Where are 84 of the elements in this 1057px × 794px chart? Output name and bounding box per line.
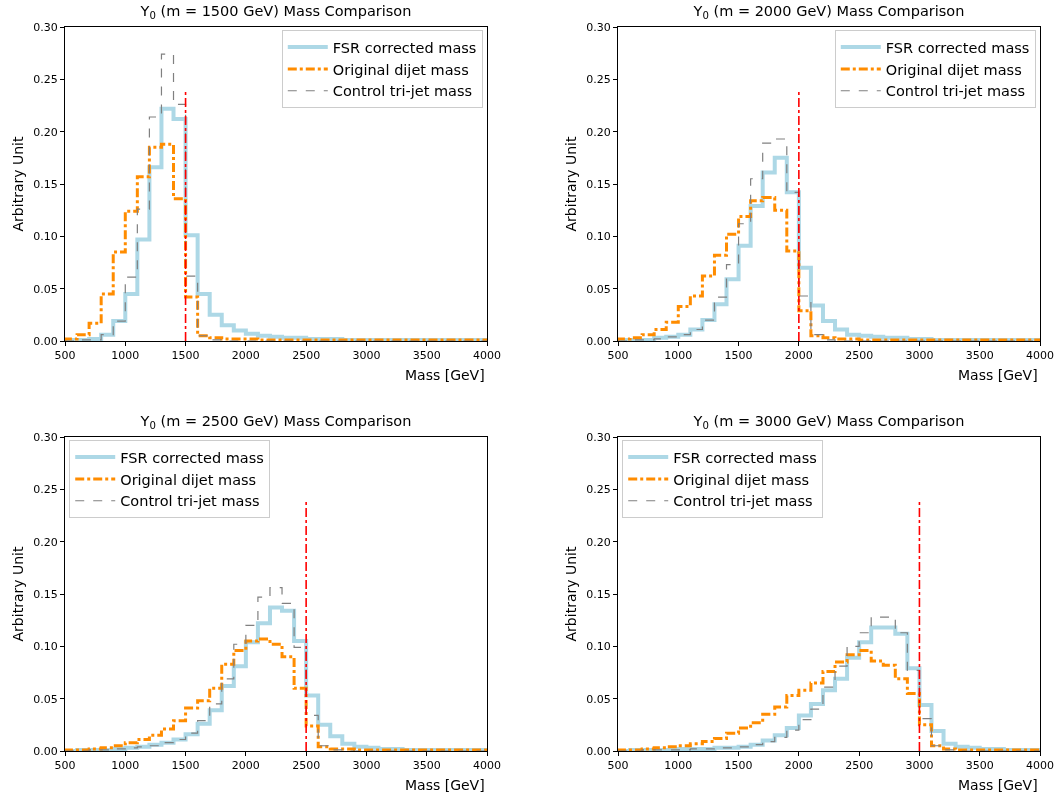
legend-label: FSR corrected mass [885, 39, 1030, 56]
y-tick-label: 0.20 [586, 535, 611, 549]
legend-label: FSR corrected mass [332, 39, 477, 56]
y-tick-label: 0.15 [586, 177, 611, 191]
x-tick-label: 1500 [171, 759, 200, 773]
x-tick-label: 4000 [1026, 349, 1054, 363]
x-tick-label: 3000 [905, 349, 934, 363]
x-tick-label: 1500 [171, 349, 200, 363]
y-tick-label: 0.30 [33, 20, 58, 34]
x-tick-label: 1000 [664, 759, 693, 773]
y-tick-label: 0.25 [33, 73, 58, 87]
y-tick-label: 0.10 [586, 640, 611, 654]
x-tick-label: 2000 [784, 759, 813, 773]
x-tick-label: 500 [54, 759, 76, 773]
x-tick-label: 3000 [352, 349, 381, 363]
legend-label: Original dijet mass [120, 471, 257, 488]
legend-label: Control tri-jet mass [673, 493, 813, 510]
y-tick-label: 0.25 [586, 73, 611, 87]
y-tick-label: 0.20 [33, 125, 58, 139]
y-axis-title: Arbitrary Unit [562, 136, 579, 232]
x-tick-label: 1500 [724, 759, 753, 773]
legend-label: Original dijet mass [332, 61, 469, 78]
y-tick-label: 0.05 [586, 282, 611, 296]
x-tick-label: 3500 [965, 349, 994, 363]
y-axis-title: Arbitrary Unit [9, 546, 26, 642]
x-axis-title: Mass [GeV] [405, 777, 485, 793]
legend-label: Original dijet mass [885, 61, 1022, 78]
x-tick-label: 1000 [111, 349, 140, 363]
x-tick-label: 2000 [231, 759, 260, 773]
chart-title: Y$_{0}$ (m = 1500 GeV) Mass Comparison [139, 3, 412, 22]
y-tick-label: 0.15 [33, 177, 58, 191]
y-tick-label: 0.30 [586, 430, 611, 444]
legend-label: Control tri-jet mass [885, 83, 1026, 100]
legend-label: Control tri-jet mass [120, 493, 260, 510]
x-tick-label: 1500 [724, 349, 753, 363]
chart-title: Y$_{0}$ (m = 3000 GeV) Mass Comparison [692, 413, 965, 432]
y-axis-title: Arbitrary Unit [9, 136, 26, 232]
y-tick-label: 0.05 [33, 282, 58, 296]
x-tick-label: 2000 [231, 349, 260, 363]
x-tick-label: 2500 [292, 759, 321, 773]
y-tick-label: 0.00 [586, 334, 611, 348]
y-tick-label: 0.30 [33, 430, 58, 444]
legend-label: FSR corrected mass [673, 449, 817, 466]
y-tick-label: 0.00 [33, 334, 58, 348]
x-tick-label: 2000 [784, 349, 813, 363]
chart-title: Y$_{0}$ (m = 2000 GeV) Mass Comparison [692, 3, 965, 22]
x-tick-label: 3000 [352, 759, 381, 773]
y-tick-label: 0.10 [33, 640, 58, 654]
x-tick-label: 1000 [664, 349, 693, 363]
y-tick-label: 0.10 [586, 230, 611, 244]
x-tick-label: 4000 [473, 349, 501, 363]
x-tick-label: 3500 [965, 759, 994, 773]
y-tick-label: 0.30 [586, 20, 611, 34]
y-tick-label: 0.10 [33, 230, 58, 244]
y-tick-label: 0.05 [33, 692, 58, 706]
y-tick-label: 0.15 [33, 587, 58, 601]
y-tick-label: 0.00 [33, 744, 58, 758]
x-tick-label: 500 [607, 349, 629, 363]
y-tick-label: 0.25 [586, 483, 611, 497]
x-tick-label: 1000 [111, 759, 140, 773]
x-tick-label: 500 [607, 759, 629, 773]
x-tick-label: 2500 [292, 349, 321, 363]
y-tick-label: 0.15 [586, 587, 611, 601]
x-tick-label: 500 [54, 349, 76, 363]
y-tick-label: 0.20 [33, 535, 58, 549]
legend-label: Original dijet mass [673, 471, 810, 488]
legend-label: Control tri-jet mass [332, 83, 473, 100]
y-tick-label: 0.00 [586, 744, 611, 758]
x-axis-title: Mass [GeV] [958, 367, 1038, 383]
y-tick-label: 0.25 [33, 483, 58, 497]
x-tick-label: 2500 [845, 349, 874, 363]
x-tick-label: 3000 [905, 759, 934, 773]
legend-label: FSR corrected mass [120, 449, 264, 466]
x-tick-label: 2500 [845, 759, 874, 773]
x-tick-label: 4000 [1026, 759, 1054, 773]
x-tick-label: 4000 [473, 759, 501, 773]
x-axis-title: Mass [GeV] [405, 367, 485, 383]
y-axis-title: Arbitrary Unit [562, 546, 579, 642]
chart-title: Y$_{0}$ (m = 2500 GeV) Mass Comparison [139, 413, 412, 432]
x-axis-title: Mass [GeV] [958, 777, 1038, 793]
y-tick-label: 0.20 [586, 125, 611, 139]
x-tick-label: 3500 [412, 759, 441, 773]
x-tick-label: 3500 [412, 349, 441, 363]
y-tick-label: 0.05 [586, 692, 611, 706]
